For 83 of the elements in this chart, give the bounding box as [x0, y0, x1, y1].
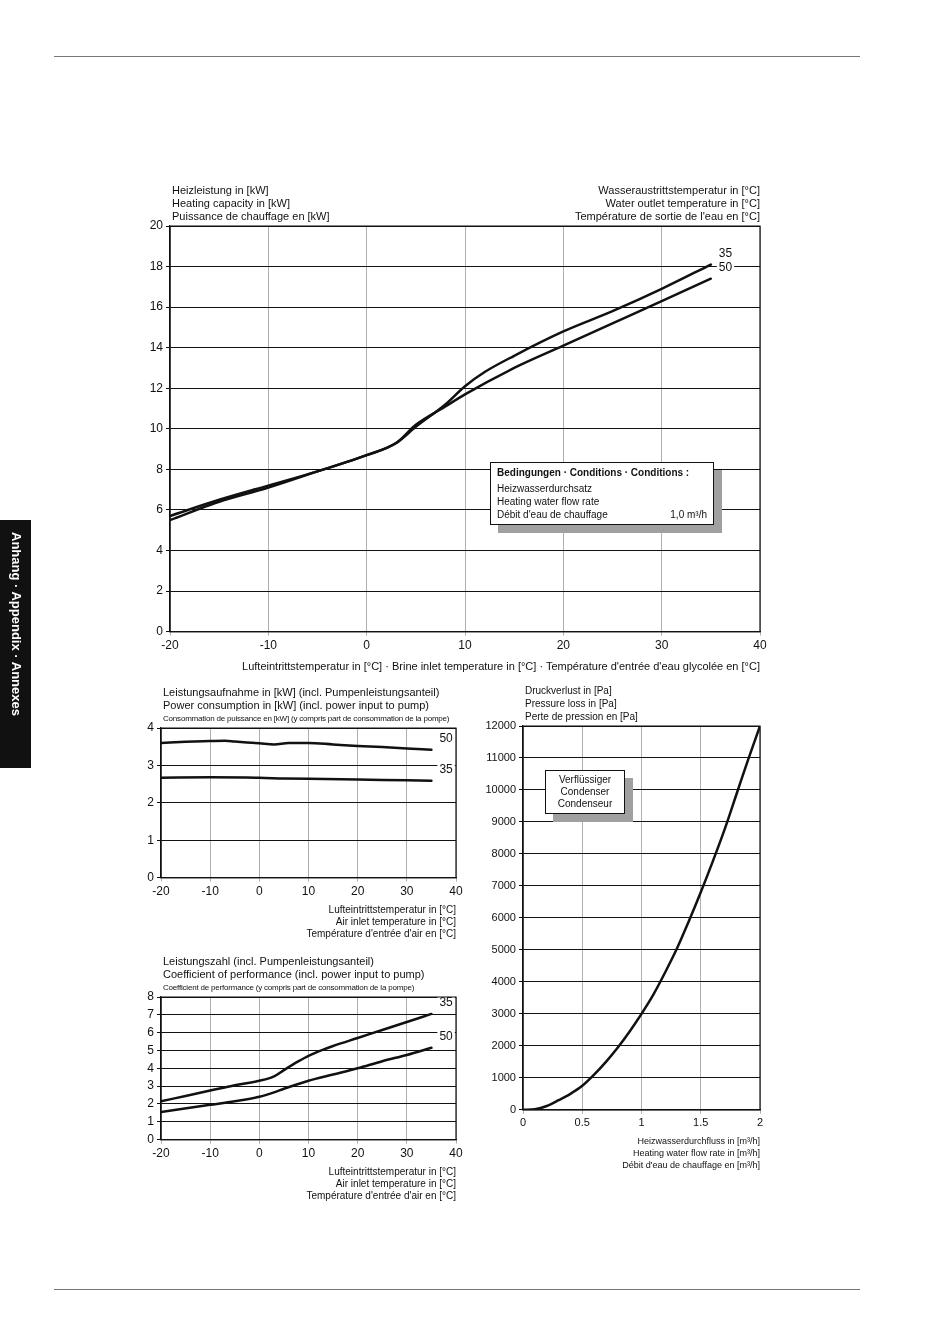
- series-label: 50: [718, 260, 733, 275]
- x-tick-label: 10: [458, 638, 472, 653]
- y-tick-label: 9000: [491, 814, 516, 827]
- y-tick-label: 10000: [485, 783, 516, 795]
- y-tick-label: 2: [147, 795, 155, 810]
- y-tick-label: 1: [147, 832, 155, 847]
- y-tick-label: 8: [147, 989, 155, 1004]
- x-tick-label: 1: [638, 1116, 645, 1129]
- y-tick-label: 8: [156, 461, 164, 476]
- y-tick-label: 12: [149, 380, 164, 395]
- y-tick-label: 2: [156, 583, 164, 598]
- y-tick-label: 4000: [491, 974, 516, 987]
- y-tick-label: 4: [147, 1060, 155, 1075]
- y-tick-label: 11000: [486, 751, 516, 764]
- y-tick-label: 0: [147, 1131, 155, 1146]
- x-tick-label: 0: [255, 1146, 263, 1161]
- annotation: 1,0 m³/h: [670, 508, 707, 521]
- x-tick-label: 30: [400, 884, 414, 899]
- text: Anhang · Appendix · Annexes: [9, 532, 24, 716]
- y-tick-label: 10: [149, 421, 164, 436]
- x-tick-label: -10: [201, 1146, 220, 1161]
- x-tick-label: 40: [449, 1146, 463, 1161]
- x-tick-label: 0: [519, 1116, 527, 1129]
- x-tick-label: 1.5: [693, 1116, 709, 1129]
- y-tick-label: 7: [147, 1007, 155, 1022]
- y-axis-title: Leistungszahl (incl. Pumpenleistungsanteil) Coefficient of performance (incl. power input to pump) Coefficient de performance (y compris part de consommation de la pompe): [163, 955, 425, 994]
- x-tick-label: 30: [654, 638, 669, 653]
- y-tick-label: 16: [149, 299, 164, 314]
- annotation: Verflüssiger Condenser Condenseur: [556, 774, 614, 810]
- y-tick-label: 4: [156, 542, 164, 557]
- x-axis-title: Lufteintrittstemperatur in [°C] Air inlet temperature in [°C] Température d'entrée d'air en [°C]: [306, 904, 456, 940]
- x-axis-title: Lufteintrittstemperatur in [°C] · Brine inlet temperature in [°C] · Température d'entrée d'eau glycolée en [°C]: [242, 660, 760, 673]
- x-axis-title: Lufteintrittstemperatur in [°C] Air inlet temperature in [°C] Température d'entrée d'air en [°C]: [306, 1166, 456, 1202]
- series-label: 50: [439, 1029, 454, 1044]
- y-tick-label: 3: [147, 1078, 155, 1093]
- y-tick-label: 2000: [491, 1038, 516, 1051]
- y-tick-label: 7000: [491, 878, 516, 891]
- y-tick-label: 4: [147, 720, 155, 735]
- y-tick-label: 5: [147, 1042, 155, 1057]
- y-tick-label: 3000: [491, 1006, 516, 1019]
- x-tick-label: 10: [301, 1146, 316, 1161]
- y-tick-label: 6000: [491, 910, 516, 923]
- x-tick-label: -20: [152, 1146, 170, 1161]
- y-tick-label: 0: [156, 623, 164, 638]
- annotation: Heizwasserdurchsatz Heating water flow rate Débit d'eau de chauffage: [497, 482, 608, 521]
- y-tick-label: 0: [147, 869, 155, 884]
- annotation: Bedingungen · Conditions · Conditions :: [497, 466, 691, 479]
- y-tick-label: 12000: [485, 719, 516, 732]
- x-tick-label: 2: [756, 1116, 764, 1129]
- y-tick-label: 5000: [491, 942, 516, 955]
- y-tick-label: 8000: [491, 846, 516, 859]
- x-tick-label: -20: [161, 638, 179, 653]
- x-tick-label: 20: [350, 884, 365, 899]
- series-label: 35: [439, 762, 454, 777]
- y-axis-title: Druckverlust in [Pa] Pressure loss in [Pa] Perte de pression en [Pa]: [525, 684, 638, 723]
- legend-title: Wasseraustrittstemperatur in [°C] Water outlet temperature in [°C] Température de sortie de l'eau en [°C]: [574, 184, 760, 223]
- y-tick-label: 1000: [491, 1070, 516, 1083]
- x-tick-label: 0.5: [574, 1116, 590, 1129]
- series-label: 50: [439, 731, 454, 745]
- x-tick-label: -10: [201, 884, 220, 899]
- y-tick-label: 3: [147, 757, 155, 772]
- y-axis-title: Leistungsaufnahme in [kW] (incl. Pumpenleistungsanteil) Power consumption in [kW] (incl. power input to pump) Consommation de puissance en [kW] (y compris part de consommation de la pompe): [163, 686, 450, 725]
- x-tick-label: 20: [556, 638, 571, 653]
- x-tick-label: -20: [152, 884, 170, 899]
- x-tick-label: 40: [753, 638, 767, 653]
- y-tick-label: 18: [149, 258, 164, 273]
- x-tick-label: 10: [301, 884, 316, 899]
- x-axis-title: Heizwasserdurchfluss in [m³/h] Heating water flow rate in [m³/h] Débit d'eau de chauffage en [m³/h]: [622, 1135, 760, 1171]
- x-tick-label: 0: [255, 884, 263, 899]
- x-tick-label: 20: [350, 1146, 365, 1161]
- y-tick-label: 20: [149, 218, 164, 233]
- y-tick-label: 2: [147, 1096, 155, 1111]
- y-axis-title: Heizleistung in [kW] Heating capacity in [kW] Puissance de chauffage en [kW]: [172, 184, 330, 223]
- y-tick-label: 14: [149, 339, 164, 354]
- y-tick-label: 0: [509, 1102, 516, 1115]
- series-label: 35: [718, 245, 733, 260]
- x-tick-label: 0: [363, 638, 371, 653]
- x-tick-label: 40: [449, 884, 463, 899]
- x-tick-label: 30: [400, 1146, 414, 1161]
- x-tick-label: -10: [259, 638, 278, 653]
- y-tick-label: 6: [156, 502, 164, 517]
- y-tick-label: 6: [147, 1024, 155, 1039]
- series-label: 35: [439, 995, 454, 1010]
